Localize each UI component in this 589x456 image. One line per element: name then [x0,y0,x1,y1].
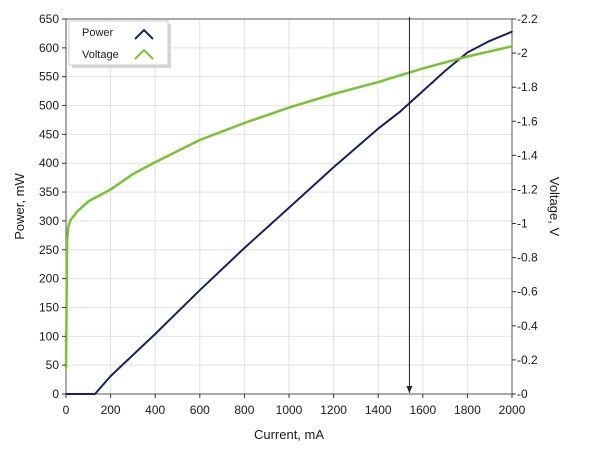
data-point-voltage [66,239,68,242]
y-tick-label: 550 [39,70,59,84]
data-point-power [399,110,402,113]
data-point-voltage [466,55,469,58]
data-point-voltage [109,188,112,191]
data-point-voltage [243,122,246,124]
x-axis-title: Current, mA [254,427,324,442]
y-tick-label: 450 [39,127,59,141]
y-axis-right-ticks: -0 -0.2 -0.4 -0.6 -0.8 -1 -1.2 -1.4 -1.6 -1.8 -2 -2… [512,12,538,401]
legend-swatch-voltage [134,48,154,60]
data-point-voltage [422,67,424,70]
y-tick-label: 400 [39,156,59,170]
data-point-power [94,393,96,395]
data-point-voltage [199,139,201,141]
y2-tick-label: -0 [517,387,528,401]
data-point-voltage [332,93,335,95]
grid [66,19,512,394]
legend-label-voltage: Voltage [82,49,119,61]
y2-tick-label: -1.8 [517,80,538,94]
y-tick-label: 200 [39,272,59,286]
y-tick-label: 600 [39,41,59,55]
data-point-power [288,206,290,209]
y-axis-right-title: Voltage, V [547,177,562,237]
data-point-voltage [288,106,290,109]
x-tick-label: 1200 [320,403,347,417]
y-tick-label: 150 [39,300,59,314]
data-point-power [154,333,156,335]
x-tick-label: 400 [145,403,165,417]
x-tick-label: 2000 [499,403,526,417]
y-tick-label: 50 [46,358,60,372]
data-point-power [444,70,446,72]
data-point-power [466,51,469,54]
series-layer [64,30,513,395]
y2-tick-label: -2.2 [517,12,538,26]
y-tick-label: 500 [39,99,59,113]
y2-tick-label: -0.4 [517,319,538,333]
y-axis-left-title: Power, mW [12,173,27,240]
data-point-voltage [65,367,67,370]
x-tick-label: 0 [63,403,70,417]
x-tick-label: 200 [101,403,121,417]
data-point-power [199,289,201,291]
y2-tick-label: -1.4 [517,148,538,162]
x-tick-label: 600 [190,403,210,417]
data-point-voltage [69,219,72,221]
y-tick-label: 650 [39,12,59,26]
y2-tick-label: -0.2 [517,353,538,367]
data-point-power [488,40,491,42]
y-tick-label: 100 [39,329,59,343]
data-point-power [109,375,112,377]
legend-swatch-power [134,28,154,40]
y-tick-label: 250 [39,243,59,257]
legend: Power Voltage [68,20,171,68]
y2-tick-label: -1.2 [517,182,538,196]
data-point-power [511,30,513,33]
y2-tick-label: -1.6 [517,114,538,128]
x-tick-label: 1600 [409,403,436,417]
data-point-voltage [132,173,134,175]
data-point-power [377,127,380,130]
x-tick-label: 800 [234,403,254,417]
legend-label-power: Power [82,27,114,39]
x-tick-label: 1800 [454,403,481,417]
y-tick-label: 0 [52,387,59,401]
y2-tick-label: -1 [517,217,528,231]
y2-tick-label: -2 [517,46,528,60]
data-point-power [332,166,335,169]
x-axis-ticks: 0 200 400 600 800 1000 1200 1400 1600 1800 2000 [63,394,526,417]
cursor-marker-arrowhead [406,386,413,393]
y-tick-label: 300 [39,214,59,228]
y2-tick-label: -0.6 [517,285,538,299]
x-tick-label: 1000 [276,403,303,417]
data-point-voltage [76,210,78,213]
data-point-voltage [511,45,513,48]
data-point-voltage [67,226,70,228]
data-point-voltage [87,200,90,203]
data-point-power [422,90,424,92]
y2-tick-label: -0.8 [517,251,538,265]
data-point-voltage [377,81,380,83]
y-axis-left-ticks: 0 50 100 150 200 250 300 350 400 450 500 550 600 650 [39,12,66,401]
y-tick-label: 350 [39,185,59,199]
data-point-power [243,247,246,249]
data-point-voltage [154,161,156,163]
x-tick-label: 1400 [365,403,392,417]
